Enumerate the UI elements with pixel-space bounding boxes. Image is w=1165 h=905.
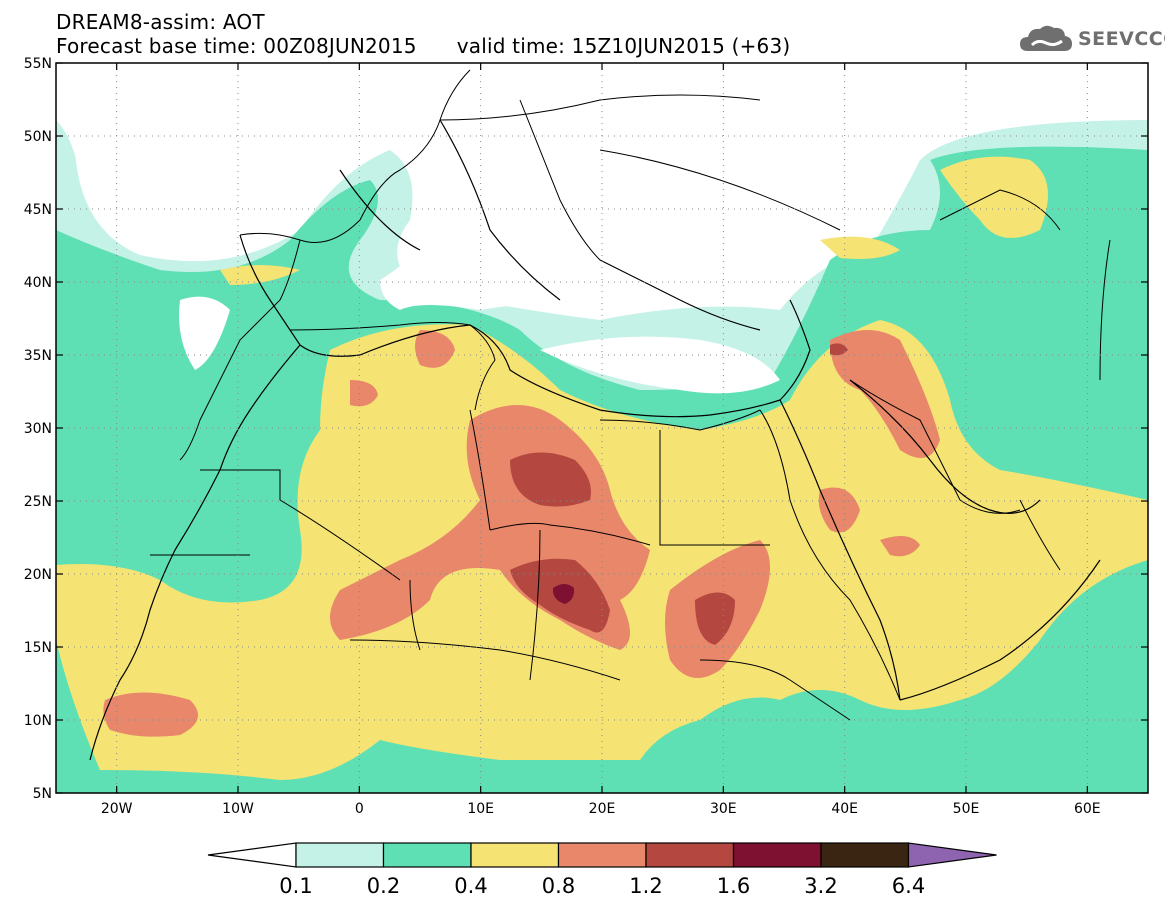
country-borders [150,69,1111,721]
lat-label: 45N [24,202,52,218]
colorbar-box [645,842,735,868]
lat-label: 50N [24,129,52,145]
lon-label: 10W [222,801,254,817]
lat-label: 20N [24,567,52,583]
colorbar-label: 0.4 [454,874,487,898]
colorbar-label: 1.2 [629,874,662,898]
colorbar-label: 1.6 [717,874,750,898]
colorbar-label: 0.8 [542,874,575,898]
gridlines [56,63,1148,793]
lat-label: 15N [24,640,52,656]
colorbar-box [470,842,560,868]
lat-label: 55N [24,56,52,72]
colorbar-box [820,842,910,868]
colorbar-under-triangle [207,842,297,868]
coastlines [89,119,1101,761]
map-title: DREAM8-assim: AOT [56,10,265,34]
lon-label: 60E [1074,801,1101,817]
lon-label: 0 [355,801,364,817]
time-info: Forecast base time: 00Z08JUN2015 valid ti… [56,34,790,58]
lat-label: 30N [24,421,52,437]
colorbar-label: 0.2 [367,874,400,898]
colorbar-label: 3.2 [804,874,837,898]
colorbar-box [557,842,647,868]
lat-label: 5N [33,786,52,802]
colorbar-label: 6.4 [892,874,925,898]
logo-text: SEEVCCC [1078,28,1165,50]
lat-label: 40N [24,275,52,291]
colorbar-box [295,842,385,868]
lat-label: 25N [24,494,52,510]
longitude-labels: 20W 10W 0 10E 20E 30E 40E 50E 60E [101,63,1101,817]
colorbar-label: 0.1 [279,874,312,898]
colorbar-box [382,842,472,868]
latitude-labels: 55N 50N 45N 40N 35N 30N 25N 20N 15N 10N 5N [24,56,1148,802]
forecast-base-time: Forecast base time: 00Z08JUN2015 [56,34,417,58]
seevccc-logo: SEEVCCC [1018,22,1165,56]
lon-label: 20W [101,801,133,817]
lon-label: 30E [710,801,737,817]
aot-level-1-6 [552,584,575,604]
colorbar-over-triangle [907,842,997,868]
colorbar: 0.1 0.2 0.4 0.8 1.2 1.6 3.2 6.4 [207,842,997,898]
aot-clear-areas [56,63,1148,394]
lon-label: 10E [467,801,494,817]
lat-label: 10N [24,713,52,729]
cloud-icon [1020,25,1072,51]
lon-label: 20E [589,801,616,817]
lon-label: 50E [953,801,980,817]
lat-label: 35N [24,348,52,364]
colorbar-box [732,842,822,868]
valid-time: valid time: 15Z10JUN2015 (+63) [456,34,791,58]
lon-label: 40E [831,801,858,817]
